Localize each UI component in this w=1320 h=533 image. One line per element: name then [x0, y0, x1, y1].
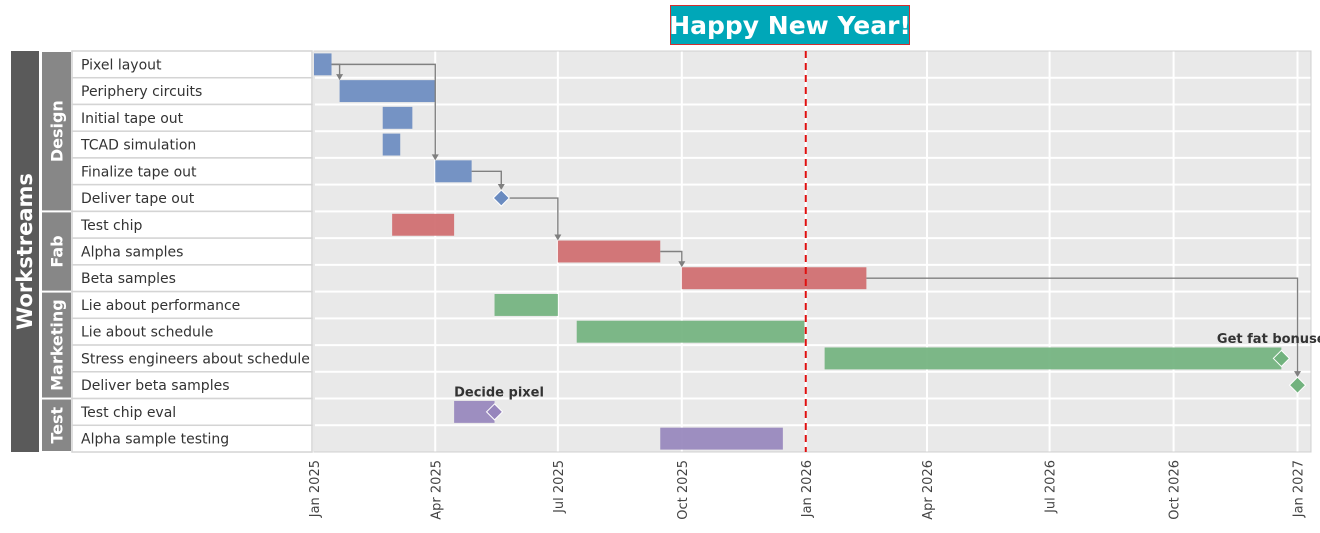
task-bar — [576, 320, 805, 343]
chart-title: Happy New Year! — [669, 10, 911, 40]
dependency-arrowhead — [497, 184, 505, 191]
task-label-cell — [71, 76, 313, 106]
task-label: Deliver tape out — [81, 191, 195, 207]
x-tick-label: Oct 2026 — [1168, 460, 1183, 520]
dependency-arrowhead — [554, 234, 562, 241]
milestone-diamond — [492, 189, 510, 207]
task-label: Lie about schedule — [81, 325, 213, 341]
dependency-line — [660, 250, 683, 264]
x-tick-label: Apr 2025 — [429, 460, 444, 520]
plot-frame — [313, 50, 1312, 453]
dependency-line — [508, 197, 559, 237]
x-tick-label: Jan 2026 — [800, 460, 815, 518]
task-bar — [435, 160, 472, 183]
task-label-cell — [71, 424, 313, 453]
task-label-cell — [71, 103, 313, 132]
chart-title-box: Happy New Year! — [669, 5, 911, 45]
task-label: Pixel layout — [81, 57, 162, 73]
task-label-cell — [71, 157, 313, 186]
task-bar — [681, 267, 867, 290]
task-label-cell — [71, 397, 313, 427]
task-label: Alpha sample testing — [81, 432, 229, 448]
task-bar — [382, 106, 413, 129]
x-tick-label: Jul 2026 — [1044, 460, 1059, 514]
root-label: Workstreams — [13, 173, 37, 330]
dependency-arrowhead — [678, 261, 686, 268]
task-bar — [660, 427, 783, 450]
x-tick-label: Oct 2025 — [676, 460, 691, 520]
x-tick-label: Jul 2025 — [552, 460, 567, 514]
dependency-line — [331, 63, 436, 157]
x-tick-label: Jan 2027 — [1292, 460, 1307, 518]
group-label: Fab — [48, 235, 67, 267]
task-bar — [392, 213, 455, 236]
task-label: Lie about performance — [81, 298, 240, 314]
task-label-cell — [71, 237, 313, 266]
task-label-cell — [71, 371, 313, 400]
dependency-arrowhead — [431, 154, 439, 161]
task-label: Beta samples — [81, 271, 176, 287]
task-label: Stress engineers about schedule — [81, 351, 310, 367]
milestone-annotation: Get fat bonuses — [1217, 332, 1320, 347]
task-bar — [454, 400, 495, 423]
task-label-cell — [71, 317, 313, 346]
milestone-annotation: Decide pixel — [454, 386, 544, 401]
task-bar — [824, 347, 1282, 370]
milestone-diamond — [1272, 349, 1291, 368]
milestone-diamond — [1288, 376, 1307, 394]
milestone-diamond — [485, 403, 504, 421]
root-label-bar — [11, 51, 39, 452]
task-bar — [382, 133, 401, 156]
task-bar — [314, 53, 332, 76]
plot-background — [314, 51, 1311, 452]
task-label: TCAD simulation — [80, 138, 196, 154]
task-bar — [494, 294, 558, 316]
group-label: Test — [48, 407, 67, 444]
task-label: Deliver beta samples — [81, 378, 230, 394]
x-tick-label: Jan 2025 — [308, 460, 323, 518]
task-bar — [557, 240, 661, 263]
dependency-arrowhead — [1294, 371, 1302, 378]
task-label: Finalize tape out — [81, 164, 197, 180]
x-tick-label: Apr 2026 — [921, 460, 936, 520]
group-label-box — [42, 292, 71, 398]
task-label-cell — [71, 183, 313, 213]
task-bar — [339, 80, 436, 103]
task-label: Initial tape out — [81, 111, 184, 127]
dependency-arrowhead — [336, 74, 344, 81]
group-label: Marketing — [48, 299, 67, 391]
task-label-cell — [71, 264, 313, 293]
task-label-cell — [71, 344, 313, 373]
group-label: Design — [48, 100, 67, 162]
task-label: Alpha samples — [81, 245, 183, 261]
group-label-box — [42, 52, 71, 211]
task-label: Periphery circuits — [81, 84, 202, 100]
task-label: Test chip — [80, 218, 142, 234]
group-label-box — [42, 399, 71, 451]
group-label-box — [42, 212, 71, 291]
task-label: Test chip eval — [80, 405, 176, 421]
dependency-line — [866, 277, 1299, 374]
task-label-cell — [71, 130, 313, 159]
dependency-line — [471, 170, 502, 187]
